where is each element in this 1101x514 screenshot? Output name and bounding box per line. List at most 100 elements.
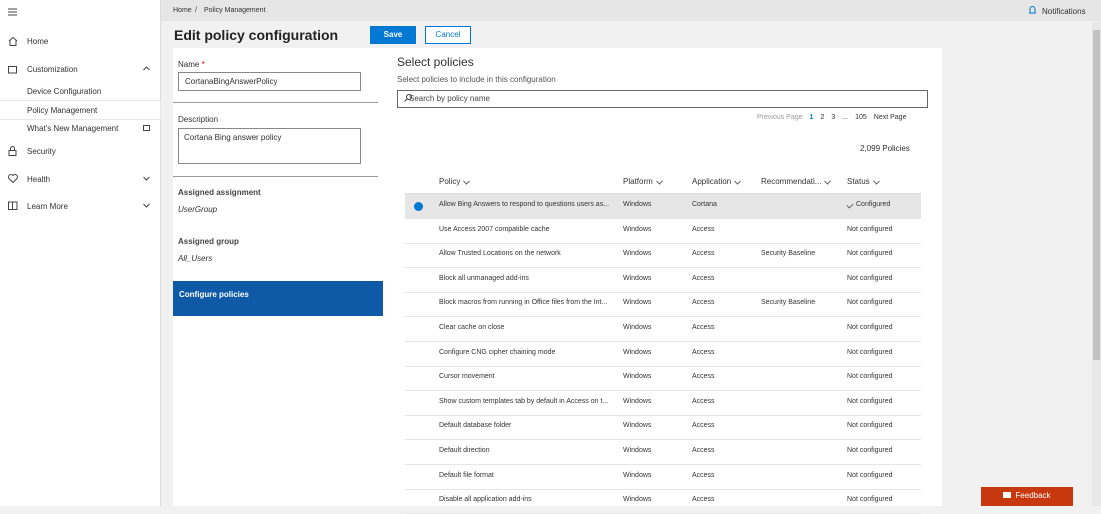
feedback-icon (1003, 492, 1012, 498)
column-header[interactable]: Recommendati... (761, 177, 822, 186)
label: Name (178, 60, 200, 69)
menu-icon[interactable] (8, 8, 18, 16)
cancel-button[interactable]: Cancel (425, 26, 471, 44)
cell: Access (692, 250, 715, 258)
chevron-down[interactable] (143, 203, 150, 208)
nav-item[interactable]: Learn More (27, 202, 68, 211)
top-bar (161, 0, 1101, 21)
previous-page[interactable]: Previous Page (757, 114, 803, 121)
row[interactable] (405, 243, 921, 269)
page-number[interactable]: 1 (809, 114, 814, 121)
page-number[interactable]: ... (842, 114, 849, 121)
cell: Not configured (847, 422, 893, 430)
column-header[interactable]: Platform (623, 177, 653, 186)
cell: Block macros from running in Office file… (439, 299, 608, 307)
row[interactable] (405, 391, 921, 416)
sort-chevron (873, 180, 880, 185)
bell-icon (1029, 6, 1036, 14)
search-icon (404, 94, 412, 102)
policy-count: 2,099 Policies (860, 144, 910, 153)
row[interactable] (405, 342, 921, 367)
cell: Not configured (847, 225, 893, 233)
nav-item[interactable]: Security (27, 147, 56, 156)
search-box[interactable]: Search by policy name (397, 90, 928, 108)
nav-selected (0, 101, 160, 119)
cell: Windows (623, 397, 652, 405)
cell: Not configured (847, 348, 893, 356)
cell: Not configured (847, 250, 893, 258)
cell: Security Baseline (761, 250, 816, 258)
save-button[interactable]: Save (370, 26, 416, 44)
cell: Windows (623, 201, 652, 208)
row[interactable] (405, 366, 921, 392)
page-number[interactable]: 105 (855, 114, 867, 121)
learn-icon (8, 201, 18, 210)
nav-subitem[interactable]: Policy Management (27, 106, 98, 115)
required-mark: * (201, 60, 205, 69)
cell: Configured (856, 201, 891, 208)
row[interactable] (405, 415, 921, 441)
description-label: Description (178, 115, 219, 124)
external-icon (143, 125, 150, 131)
sort-chevron (656, 180, 663, 185)
cell: Access (692, 299, 715, 307)
notifications[interactable]: Notifications (1042, 7, 1086, 16)
column-header[interactable]: Policy (439, 177, 461, 186)
scrollbar[interactable] (1092, 22, 1101, 506)
assignment-value: UserGroup (178, 205, 218, 214)
nav-item[interactable]: Home (27, 37, 49, 46)
cell: Cortana (692, 201, 717, 208)
cell: Windows (623, 250, 652, 258)
section-subtitle: Select policies to include in this confi… (397, 75, 556, 84)
cell: Not configured (847, 324, 893, 331)
step-configure[interactable]: Configure policies (173, 281, 384, 316)
row[interactable] (405, 465, 921, 490)
cell: Not configured (847, 274, 893, 282)
home-icon (8, 36, 18, 46)
cell: Access (692, 373, 715, 381)
name-input[interactable]: CortanaBingAnswerPolicy (178, 72, 361, 91)
cell: Not configured (847, 373, 893, 381)
row[interactable] (405, 440, 921, 465)
cell: Access (692, 447, 715, 454)
nav-item[interactable]: Health (27, 175, 51, 184)
chevron-down[interactable] (143, 176, 150, 181)
cell: Disable all application add-ins (439, 496, 532, 504)
group-value: All_Users (178, 254, 213, 263)
cell: Access (692, 324, 715, 331)
cell: Not configured (847, 496, 893, 504)
feedback-button[interactable]: Feedback (981, 487, 1073, 506)
description-input[interactable]: Cortana Bing answer policy (178, 128, 361, 164)
chevron-up[interactable] (143, 66, 150, 71)
column-header[interactable]: Application (692, 177, 732, 186)
cell: Windows (623, 373, 652, 381)
nav-subitem[interactable]: What's New Management (27, 124, 119, 133)
page-number[interactable]: 3 (831, 114, 836, 121)
cell: Access (692, 422, 715, 430)
cell: Not configured (847, 447, 893, 454)
nav-item[interactable]: Customization (27, 65, 78, 74)
cell: Allow Bing Answers to respond to questio… (439, 201, 610, 208)
cell: Security Baseline (761, 299, 816, 307)
row[interactable] (405, 219, 921, 244)
row[interactable] (405, 268, 921, 293)
cell: Default file format (439, 471, 494, 479)
cell: Windows (623, 422, 652, 430)
cell: Windows (623, 496, 652, 504)
divider (173, 102, 378, 103)
cell: Block all unmanaged add-ins (439, 274, 529, 282)
breadcrumb-separator: / (195, 7, 197, 14)
page-number[interactable]: 2 (820, 114, 825, 121)
row[interactable] (405, 317, 921, 342)
nav-subitem[interactable]: Device Configuration (27, 87, 102, 96)
cell: Not configured (847, 299, 893, 307)
feedback-label: Feedback (1015, 491, 1051, 500)
next-page[interactable]: Next Page (873, 114, 907, 121)
name-label: Name * (178, 60, 205, 69)
breadcrumb-item[interactable]: Home (173, 7, 192, 14)
column-header[interactable]: Status (847, 177, 870, 186)
row-selected[interactable] (405, 194, 921, 219)
row[interactable] (405, 292, 921, 318)
cell: Windows (623, 447, 652, 454)
